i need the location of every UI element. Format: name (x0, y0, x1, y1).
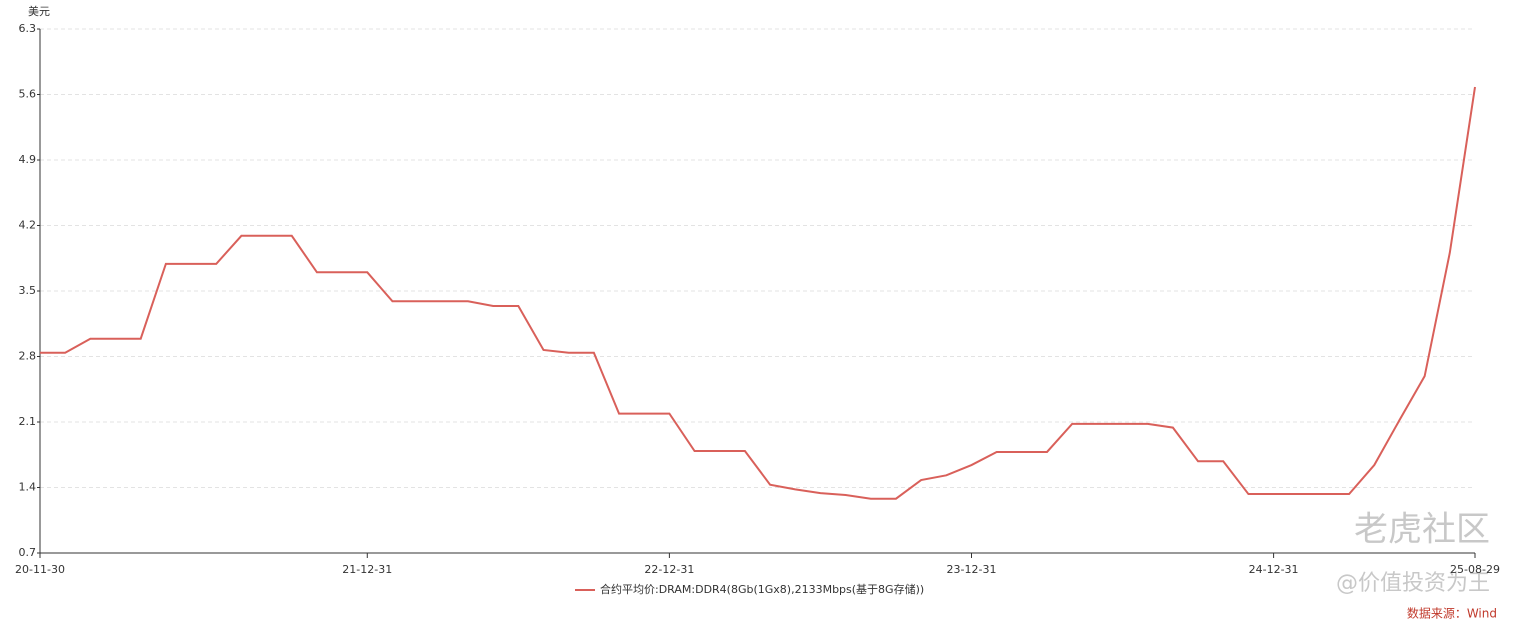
line (40, 86, 1476, 500)
y-tick-label: 3.5 (19, 284, 37, 297)
watermark: 老虎社区 (1354, 510, 1490, 550)
y-tick-label: 5.6 (19, 88, 37, 101)
x-tick-label: 20-11-30 (15, 563, 65, 576)
x-tick-label: 22-12-31 (644, 563, 694, 576)
x-tick-label: 24-12-31 (1249, 563, 1299, 576)
x-tick-label: 21-12-31 (342, 563, 392, 576)
y-tick-label: 4.9 (19, 153, 37, 166)
y-tick-label: 4.2 (19, 219, 37, 232)
y-tick-label: 6.3 (19, 22, 37, 35)
y-tick-label: 2.8 (19, 350, 37, 363)
legend-label: 合约平均价:DRAM:DDR4(8Gb(1Gx8),2133Mbps(基于8G存… (600, 582, 924, 596)
x-tick-label: 25-08-29 (1450, 563, 1500, 576)
source: 数据来源：Wind (1407, 606, 1497, 621)
y-tick-label: 0.7 (19, 546, 37, 559)
y-tick-label: 1.4 (19, 481, 37, 494)
x-tick-label: 23-12-31 (947, 563, 997, 576)
y-tick-label: 2.1 (19, 415, 37, 428)
watermark: @价值投资为王 (1336, 571, 1490, 596)
y-unit: 美元 (28, 5, 50, 18)
